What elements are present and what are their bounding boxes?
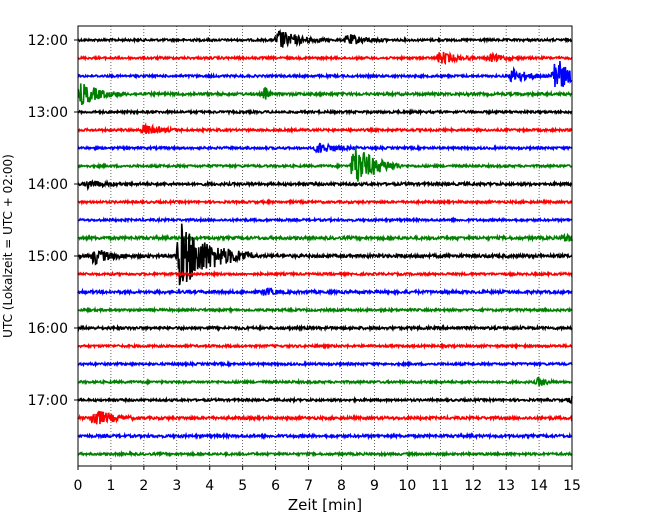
trace-1330 [77, 142, 573, 154]
plot-frame [77, 25, 573, 467]
trace-1615 [77, 342, 573, 351]
x-tick-label: 6 [271, 478, 280, 494]
trace-1745 [77, 449, 573, 458]
trace-1300 [77, 108, 573, 116]
trace-1515 [77, 269, 573, 279]
trace-1430 [77, 215, 573, 224]
trace-1200 [77, 28, 573, 48]
y-tick-label: 16:00 [28, 321, 68, 337]
trace-1230 [77, 61, 573, 87]
y-tick-label: 15:00 [28, 249, 68, 265]
y-tick-label: 17:00 [28, 393, 68, 409]
x-tick-label: 3 [172, 478, 181, 494]
trace-1530 [77, 287, 573, 297]
trace-1500 [77, 223, 573, 286]
trace-1730 [77, 431, 573, 441]
y-axis-label: UTC (Lokalzeit = UTC + 02:00) [1, 154, 15, 338]
x-tick-label: 0 [74, 478, 83, 494]
x-tick-label: 9 [370, 478, 379, 494]
trace-1715 [77, 410, 573, 425]
trace-1345 [77, 147, 573, 182]
trace-1545 [77, 305, 573, 315]
y-tick-label: 14:00 [28, 177, 68, 193]
x-tick-label: 15 [563, 478, 581, 494]
trace-1700 [77, 395, 573, 405]
trace-1215 [77, 51, 573, 66]
trace-1400 [77, 178, 573, 192]
grid-lines [110, 26, 540, 466]
trace-1445 [77, 232, 573, 243]
trace-1630 [77, 359, 573, 368]
x-axis-ticks: 0 1 2 3 4 5 6 7 8 9 10 11 12 13 14 15 [74, 466, 581, 494]
trace-1245 [77, 83, 573, 106]
x-tick-label: 1 [106, 478, 115, 494]
y-tick-label: 12:00 [28, 33, 68, 49]
x-tick-label: 8 [337, 478, 346, 494]
x-tick-label: 13 [497, 478, 515, 494]
y-axis-ticks: 12:00 13:00 14:00 15:00 16:00 17:00 [28, 33, 78, 409]
y-tick-label: 13:00 [28, 105, 68, 121]
trace-1415 [77, 197, 573, 206]
x-tick-label: 7 [304, 478, 313, 494]
x-tick-label: 12 [464, 478, 482, 494]
trace-1645 [77, 376, 573, 387]
seismic-traces [77, 28, 573, 458]
x-axis-label: Zeit [min] [288, 496, 362, 514]
x-tick-label: 2 [139, 478, 148, 494]
trace-1600 [77, 323, 573, 333]
x-tick-label: 4 [205, 478, 214, 494]
x-tick-label: 14 [530, 478, 548, 494]
x-tick-label: 10 [398, 478, 416, 494]
trace-1315 [77, 122, 573, 135]
x-tick-label: 5 [238, 478, 247, 494]
x-tick-label: 11 [431, 478, 449, 494]
